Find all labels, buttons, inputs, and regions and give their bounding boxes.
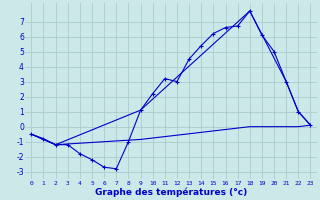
X-axis label: Graphe des températures (°c): Graphe des températures (°c): [95, 187, 247, 197]
